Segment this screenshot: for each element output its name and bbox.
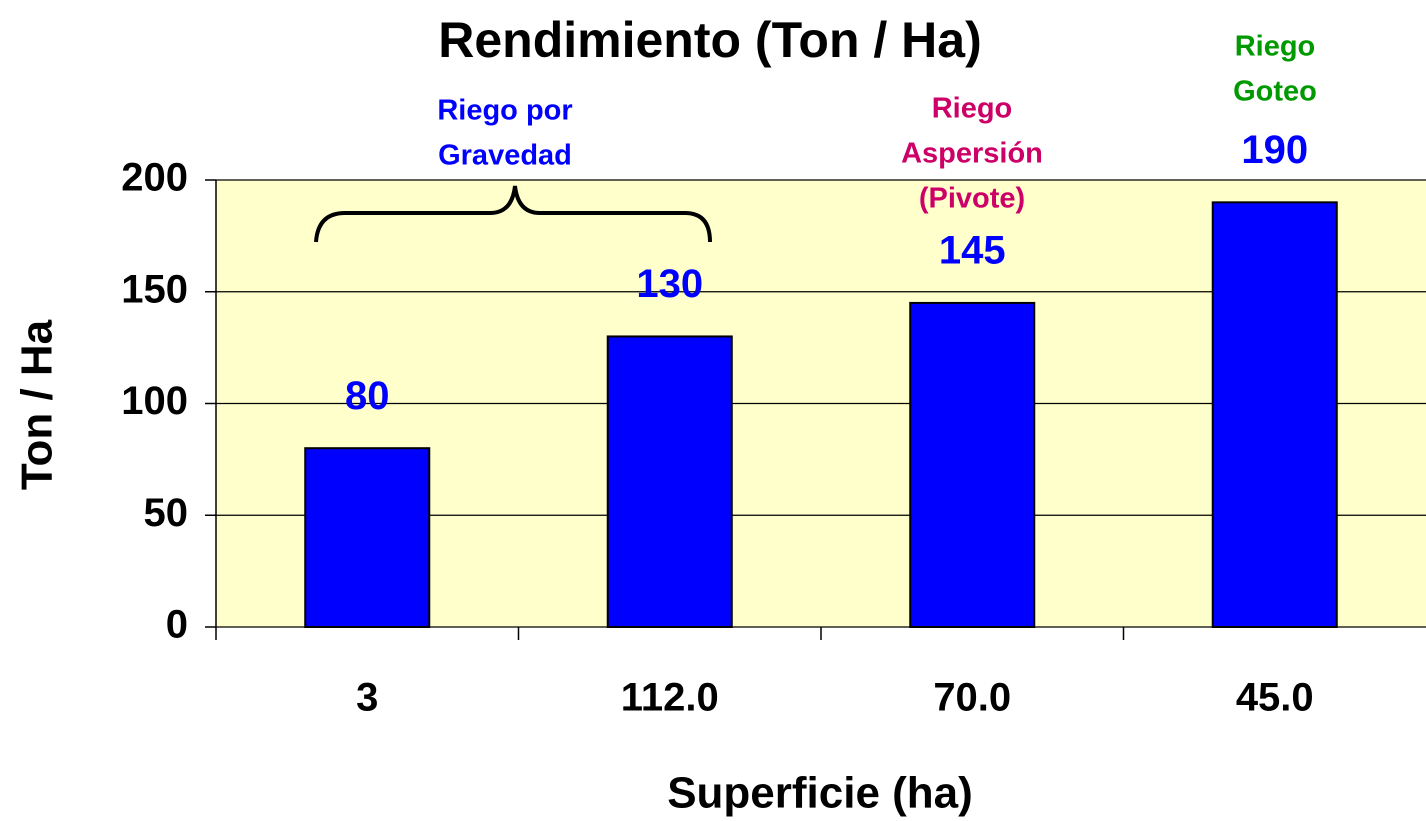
value-label: 145 <box>939 228 1006 272</box>
annotation: Riego por <box>437 95 572 127</box>
y-tick-label: 150 <box>121 267 188 311</box>
y-tick-label: 200 <box>121 156 188 200</box>
x-tick-label: 45.0 <box>1236 676 1314 720</box>
annotation: Aspersión <box>901 138 1043 170</box>
y-axis-label: Ton / Ha <box>13 319 62 490</box>
annotation: (Pivote) <box>919 183 1025 215</box>
annotation: Riego <box>932 93 1013 125</box>
y-tick-label: 0 <box>166 603 188 647</box>
x-tick-label: 3 <box>356 676 378 720</box>
bar <box>606 335 733 628</box>
y-tick-label: 100 <box>121 379 188 423</box>
annotation: Riego <box>1235 31 1316 63</box>
x-tick-label: 70.0 <box>933 676 1011 720</box>
annotation: Gravedad <box>438 140 572 172</box>
chart-title: Rendimiento (Ton / Ha) <box>438 12 981 68</box>
value-label: 190 <box>1241 128 1308 172</box>
y-tick-label: 50 <box>144 491 189 535</box>
bar <box>909 301 1036 628</box>
value-label: 80 <box>345 374 390 418</box>
annotation: Goteo <box>1233 76 1317 108</box>
bar <box>304 447 431 629</box>
value-label: 130 <box>636 262 703 306</box>
bar <box>1211 201 1338 628</box>
x-tick-label: 112.0 <box>621 676 719 720</box>
x-axis-label: Superficie (ha) <box>667 769 973 818</box>
brace <box>314 185 712 243</box>
